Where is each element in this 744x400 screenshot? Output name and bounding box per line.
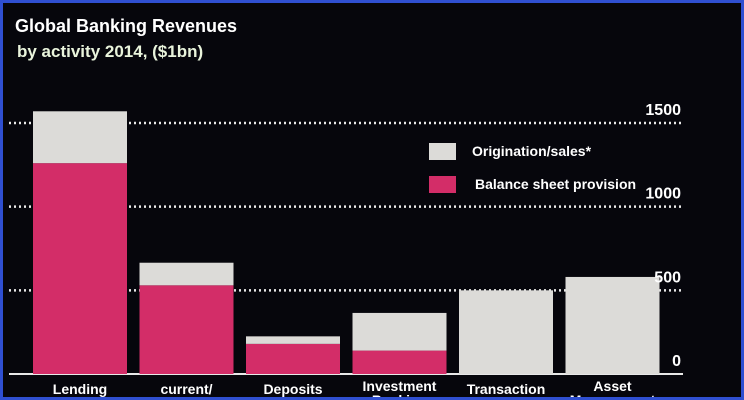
chart-title: Global Banking Revenues (15, 16, 238, 36)
x-tick-label: Investment (363, 378, 437, 394)
bar-chart: 0 500 1000 1500 Lending current/Deposits Inve… (9, 102, 683, 400)
x-tick-label: Deposits (263, 381, 322, 397)
bar-origination (33, 111, 127, 164)
x-tick-label-line2: Banking (372, 392, 427, 400)
legend-label: Balance sheet provision (475, 176, 636, 192)
x-tick-label: Asset (593, 378, 631, 394)
legend: Origination/sales* Balance sheet provisio… (429, 143, 636, 193)
bar-origination (565, 276, 660, 374)
legend-label: Origination/sales* (472, 143, 592, 159)
y-tick-layer: 0 500 1000 1500 (645, 102, 681, 370)
legend-swatch (429, 143, 456, 160)
bar-origination (139, 262, 234, 286)
bar-balance-sheet (139, 285, 234, 374)
bar-origination (352, 312, 447, 351)
y-tick-label: 500 (654, 269, 681, 286)
bar-origination (246, 336, 340, 344)
y-tick-label: 1500 (645, 102, 681, 119)
bar-origination (459, 290, 553, 374)
y-tick-label: 1000 (645, 186, 681, 203)
bar-balance-sheet (33, 163, 127, 374)
x-label-layer: Lending current/Deposits InvestmentBanking… (53, 378, 656, 400)
bar-layer (33, 111, 660, 374)
y-tick-label: 0 (672, 353, 681, 370)
bar-balance-sheet (352, 350, 447, 374)
x-tick-label: Transaction (467, 381, 546, 397)
bar-balance-sheet (246, 343, 340, 374)
legend-swatch (429, 176, 456, 193)
x-tick-label: Lending (53, 381, 107, 397)
chart-subtitle: by activity 2014, ($1bn) (17, 42, 204, 61)
x-tick-label-line2: Management (570, 392, 656, 400)
x-tick-label: current/ (160, 381, 212, 397)
